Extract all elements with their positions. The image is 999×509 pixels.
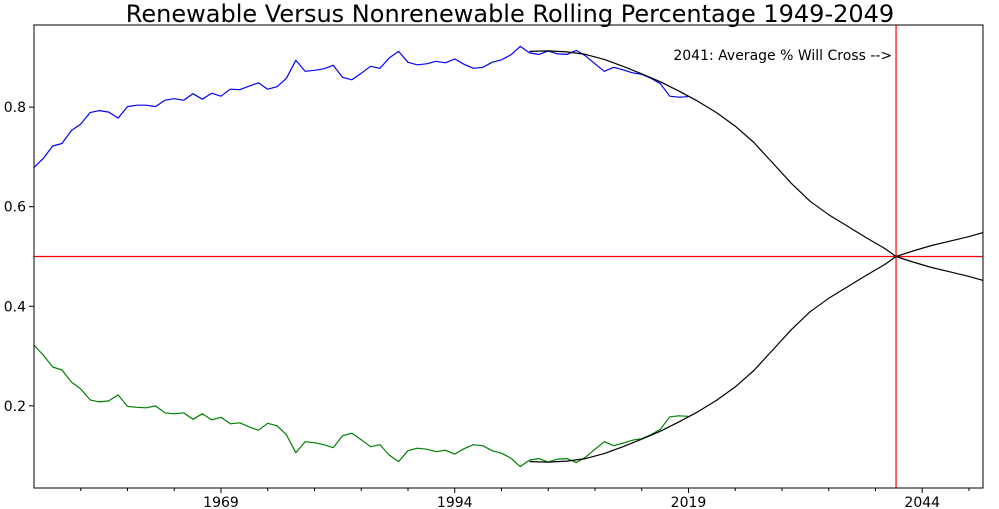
x-tick-label: 1994 bbox=[437, 495, 473, 509]
series-line-3 bbox=[529, 232, 984, 463]
plot-area bbox=[33, 25, 984, 488]
x-tick-label: 1969 bbox=[203, 495, 239, 509]
chart-title: Renewable Versus Nonrenewable Rolling Pe… bbox=[126, 0, 894, 28]
y-tick-label: 0.2 bbox=[4, 399, 26, 415]
cross-annotation: 2041: Average % Will Cross --> bbox=[673, 48, 892, 64]
y-tick-label: 0.4 bbox=[4, 299, 26, 315]
series-line-1 bbox=[33, 344, 689, 468]
x-tick-label: 2019 bbox=[671, 495, 707, 509]
series-line-2 bbox=[529, 50, 984, 281]
series-line-0 bbox=[33, 45, 689, 168]
y-tick-label: 0.8 bbox=[4, 100, 26, 116]
y-tick-label: 0.6 bbox=[4, 200, 26, 216]
plot-frame bbox=[33, 24, 984, 489]
x-tick-label: 2044 bbox=[904, 495, 940, 509]
